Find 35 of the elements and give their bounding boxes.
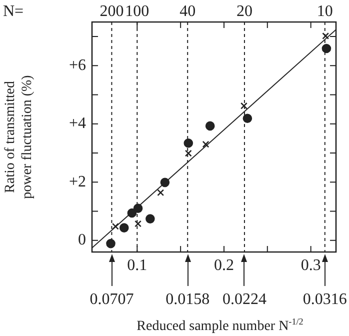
y-axis-title: Ratio of transmitted power fluctuation (%): [3, 74, 35, 199]
annotation: 100: [125, 3, 150, 20]
point: [119, 223, 129, 232]
x-tick-label: 0.2: [214, 256, 234, 274]
point: [322, 32, 330, 40]
point: [157, 189, 164, 196]
annotation: 0.0224: [222, 291, 266, 308]
y-tick-label: +4: [68, 115, 86, 132]
point: [133, 204, 143, 213]
x-tick-label: 0.1: [127, 256, 148, 274]
point: [242, 114, 252, 124]
point: [202, 140, 210, 148]
annotation: 40: [180, 3, 196, 20]
point: [184, 150, 192, 157]
text: N=: [3, 3, 24, 20]
annotation: 20: [236, 3, 252, 20]
annotation: 10: [316, 3, 333, 20]
point: [205, 121, 215, 131]
annotation: 0.0158: [166, 291, 210, 308]
x-tick-label: 0.3: [300, 256, 321, 274]
annotation: 0.0707: [90, 291, 134, 308]
y-tick-label: +6: [68, 56, 86, 74]
point: [127, 208, 137, 218]
y-tick-label: 0: [78, 232, 86, 249]
annotation: 200: [100, 3, 124, 20]
point: [106, 238, 116, 248]
y-tick-label: +2: [68, 173, 86, 190]
point: [184, 138, 194, 148]
point: [322, 44, 332, 54]
point: [160, 178, 170, 188]
point: [112, 222, 119, 230]
point: [134, 220, 142, 228]
point: [146, 214, 155, 224]
annotation: 0.0316: [302, 291, 347, 308]
point: [240, 102, 248, 110]
